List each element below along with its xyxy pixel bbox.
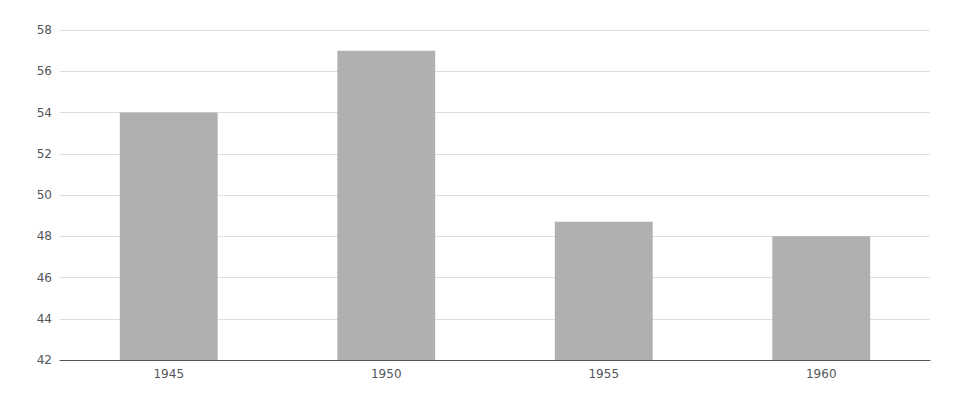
svg-text:52: 52 <box>37 147 52 161</box>
svg-text:58: 58 <box>37 23 52 37</box>
svg-text:42: 42 <box>37 353 52 367</box>
svg-text:1955: 1955 <box>588 367 619 381</box>
svg-text:50: 50 <box>37 188 52 202</box>
svg-text:48: 48 <box>37 229 52 243</box>
svg-text:56: 56 <box>37 64 52 78</box>
svg-text:1960: 1960 <box>806 367 837 381</box>
svg-text:1945: 1945 <box>153 367 184 381</box>
svg-text:54: 54 <box>37 106 52 120</box>
svg-text:46: 46 <box>37 271 52 285</box>
svg-text:1950: 1950 <box>371 367 402 381</box>
svg-text:44: 44 <box>37 312 52 326</box>
